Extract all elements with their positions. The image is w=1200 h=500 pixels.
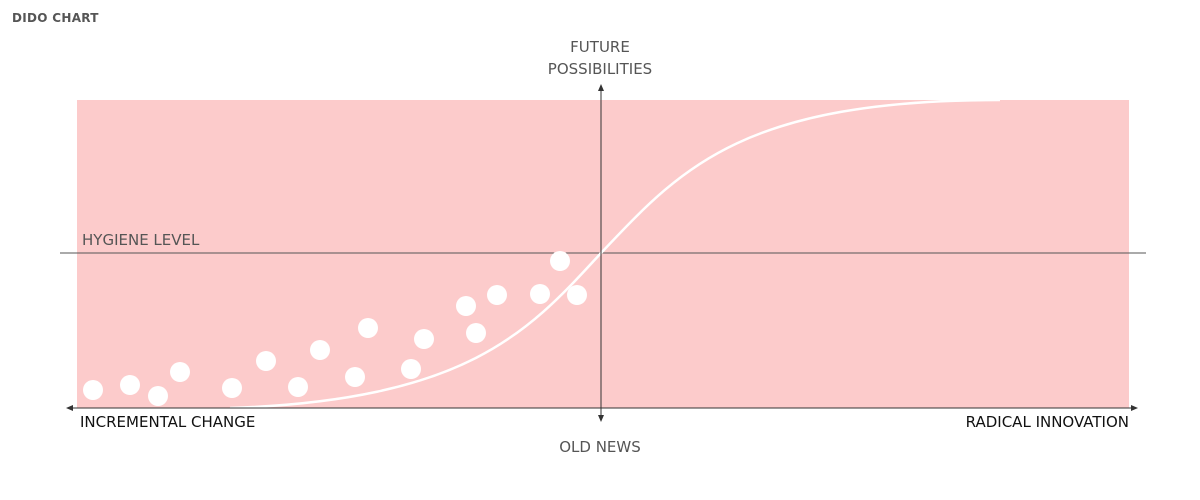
idea-dots [83, 251, 587, 406]
idea-dot [487, 285, 507, 305]
idea-dot [310, 340, 330, 360]
label-future-line1: FUTURE [570, 38, 630, 56]
arrowhead-right-icon [1131, 405, 1138, 411]
label-future-line2: POSSIBILITIES [548, 60, 652, 78]
idea-dot [567, 285, 587, 305]
idea-dot [401, 359, 421, 379]
idea-dot [120, 375, 140, 395]
chart-background-band [77, 100, 1129, 408]
idea-dot [456, 296, 476, 316]
idea-dot [345, 367, 365, 387]
arrowhead-up-icon [598, 84, 604, 91]
label-old-news: OLD NEWS [559, 438, 641, 456]
label-hygiene-level: HYGIENE LEVEL [82, 231, 200, 249]
idea-dot [288, 377, 308, 397]
idea-dot [550, 251, 570, 271]
idea-dot [83, 380, 103, 400]
arrowhead-left-icon [66, 405, 73, 411]
page-title: DIDO CHART [12, 11, 99, 25]
arrowhead-down-icon [598, 415, 604, 422]
idea-dot [222, 378, 242, 398]
idea-dot [466, 323, 486, 343]
idea-dot [530, 284, 550, 304]
idea-dot [256, 351, 276, 371]
idea-dot [414, 329, 434, 349]
idea-dot [170, 362, 190, 382]
idea-dot [358, 318, 378, 338]
idea-dot [148, 386, 168, 406]
label-incremental-change: INCREMENTAL CHANGE [80, 413, 255, 431]
label-radical-innovation: RADICAL INNOVATION [966, 413, 1129, 431]
